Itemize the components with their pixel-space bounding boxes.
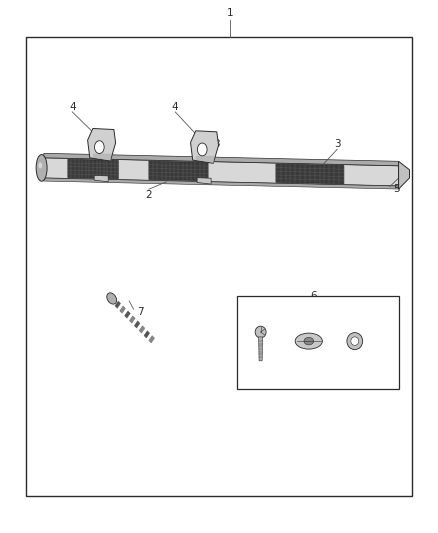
- Ellipse shape: [304, 337, 314, 345]
- Ellipse shape: [39, 163, 42, 168]
- Text: 7: 7: [137, 307, 144, 317]
- Bar: [26, 37, 412, 496]
- Polygon shape: [94, 175, 108, 182]
- Text: 3: 3: [104, 139, 111, 149]
- Polygon shape: [68, 159, 118, 179]
- Ellipse shape: [351, 337, 359, 345]
- Polygon shape: [124, 311, 131, 318]
- Polygon shape: [139, 326, 145, 333]
- Text: 4: 4: [69, 102, 76, 111]
- Text: 6: 6: [310, 291, 317, 301]
- Polygon shape: [120, 306, 126, 313]
- Polygon shape: [258, 337, 262, 361]
- Polygon shape: [44, 158, 399, 186]
- Polygon shape: [149, 336, 155, 343]
- Ellipse shape: [198, 143, 207, 156]
- Polygon shape: [191, 131, 219, 163]
- Ellipse shape: [255, 326, 266, 338]
- Text: 3: 3: [213, 139, 220, 149]
- Text: 1: 1: [226, 9, 233, 18]
- Text: 2: 2: [145, 190, 152, 199]
- Text: 3: 3: [334, 139, 341, 149]
- Polygon shape: [196, 156, 214, 163]
- Polygon shape: [276, 164, 344, 184]
- Polygon shape: [129, 316, 135, 323]
- Polygon shape: [44, 178, 399, 189]
- Polygon shape: [399, 161, 410, 189]
- Ellipse shape: [295, 333, 322, 349]
- Ellipse shape: [107, 293, 117, 304]
- Text: 4: 4: [172, 102, 179, 111]
- Ellipse shape: [36, 155, 47, 181]
- Polygon shape: [44, 154, 399, 166]
- Polygon shape: [115, 301, 120, 309]
- Polygon shape: [93, 154, 111, 160]
- Polygon shape: [149, 161, 208, 181]
- Ellipse shape: [95, 141, 104, 154]
- Polygon shape: [144, 330, 150, 338]
- Polygon shape: [134, 321, 140, 328]
- Polygon shape: [110, 296, 116, 303]
- Text: 5: 5: [393, 184, 400, 194]
- Bar: [237, 296, 399, 389]
- Polygon shape: [197, 177, 211, 184]
- Polygon shape: [88, 128, 116, 161]
- Ellipse shape: [347, 333, 363, 350]
